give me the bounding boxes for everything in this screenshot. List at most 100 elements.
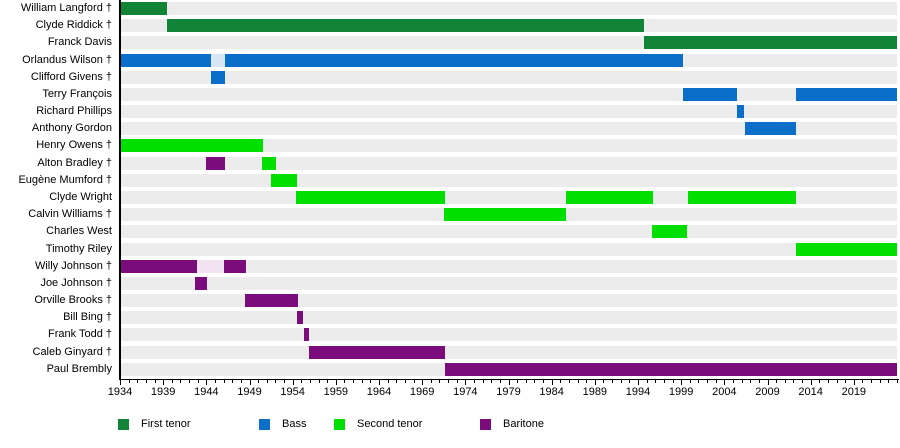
legend-label: Baritone — [503, 418, 544, 430]
tenure-bar — [651, 225, 688, 239]
tenure-bar — [296, 190, 445, 204]
major-tick — [551, 380, 553, 385]
row-track — [120, 70, 897, 84]
tenure-bar — [303, 328, 310, 342]
minor-tick — [793, 380, 795, 383]
tenure-bar — [210, 53, 226, 67]
minor-tick — [413, 380, 415, 383]
minor-tick — [802, 380, 804, 383]
axis-tick-label: 1989 — [582, 385, 608, 398]
axis-tick-label: 1999 — [668, 385, 694, 398]
minor-tick — [344, 380, 346, 383]
minor-tick — [327, 380, 329, 383]
timeline-row: Frank Todd † — [0, 326, 900, 343]
member-label: Richard Phillips — [36, 105, 112, 118]
axis-tick-label: 1984 — [539, 385, 564, 398]
minor-tick — [197, 380, 199, 383]
tenure-bar — [120, 139, 264, 153]
minor-tick — [284, 380, 286, 383]
minor-tick — [404, 380, 406, 383]
minor-tick — [439, 380, 441, 383]
member-label: Caleb Ginyard † — [32, 345, 113, 358]
minor-tick — [819, 380, 821, 383]
member-label: Joe Johnson † — [40, 276, 112, 289]
major-tick — [465, 380, 467, 385]
minor-tick — [776, 380, 778, 383]
minor-tick — [258, 380, 260, 383]
tenure-bar — [196, 259, 224, 273]
axis-tick-label: 1969 — [409, 385, 435, 398]
row-track — [120, 311, 897, 325]
minor-tick — [145, 380, 147, 383]
major-tick — [594, 380, 596, 385]
minor-tick — [603, 380, 605, 383]
minor-tick — [232, 380, 234, 383]
axis-tick-label: 1949 — [237, 385, 262, 398]
minor-tick — [318, 380, 320, 383]
row-track — [120, 156, 897, 170]
timeline-row: Alton Bradley † — [0, 155, 900, 172]
member-label: Orlandus Wilson † — [22, 53, 112, 66]
legend-swatch-icon — [118, 419, 129, 430]
minor-tick — [560, 380, 562, 383]
legend-label: Second tenor — [357, 418, 423, 430]
minor-tick — [137, 380, 139, 383]
member-label: Terry François — [42, 87, 112, 100]
major-tick — [853, 380, 855, 385]
timeline-row: Calvin Williams † — [0, 206, 900, 223]
tenure-bar — [210, 70, 226, 84]
member-label: William Langford † — [20, 2, 112, 14]
member-label: Franck Davis — [47, 36, 112, 49]
tenure-bar — [225, 53, 683, 67]
axis-tick-label: 1974 — [453, 385, 478, 398]
major-tick — [206, 380, 208, 385]
minor-tick — [612, 380, 614, 383]
axis-tick-label: 2009 — [755, 385, 780, 398]
timeline-row: Terry François — [0, 86, 900, 103]
member-label: Frank Todd † — [47, 328, 112, 341]
tenure-bar — [166, 19, 645, 33]
major-tick — [422, 380, 424, 385]
axis-tick-label: 1954 — [280, 385, 305, 398]
timeline-row: Henry Owens † — [0, 137, 900, 154]
axis-tick-label: 1939 — [150, 385, 176, 398]
legend-swatch-icon — [334, 419, 345, 430]
tenure-bar — [745, 122, 796, 136]
tenure-bar — [688, 190, 796, 204]
tenure-bar — [444, 362, 897, 376]
minor-tick — [663, 380, 665, 383]
timeline-row: Franck Davis — [0, 34, 900, 51]
tenure-bar — [245, 294, 298, 308]
timeline-row: Orlandus Wilson † — [0, 52, 900, 69]
tenure-bar — [309, 345, 445, 359]
timeline-row: Eugène Mumford † — [0, 172, 900, 189]
minor-tick — [370, 380, 372, 383]
row-track — [120, 259, 897, 273]
axis-tick-label: 1964 — [366, 385, 392, 398]
timeline-row: Timothy Riley — [0, 241, 900, 258]
minor-tick — [568, 380, 570, 383]
member-label: Anthony Gordon — [31, 122, 112, 135]
minor-tick — [473, 380, 475, 383]
tenure-bar — [271, 173, 297, 187]
axis-tick-label: 1994 — [625, 385, 651, 398]
timeline-row: Willy Johnson † — [0, 258, 900, 275]
minor-tick — [586, 380, 588, 383]
tenure-bar — [795, 87, 897, 101]
timeline-row: Joe Johnson † — [0, 275, 900, 292]
minor-tick — [888, 380, 890, 383]
x-axis-line — [119, 378, 899, 380]
timeline-row: Orville Brooks † — [0, 292, 900, 309]
timeline-row: Caleb Ginyard † — [0, 344, 900, 361]
row-track — [120, 2, 897, 15]
major-tick — [249, 380, 251, 385]
minor-tick — [732, 380, 734, 383]
member-label: Calvin Williams † — [28, 208, 112, 221]
minor-tick — [301, 380, 303, 383]
minor-tick — [845, 380, 847, 383]
tenure-bar — [261, 156, 277, 170]
member-label: Charles West — [46, 225, 112, 238]
minor-tick — [655, 380, 657, 383]
minor-tick — [543, 380, 545, 383]
